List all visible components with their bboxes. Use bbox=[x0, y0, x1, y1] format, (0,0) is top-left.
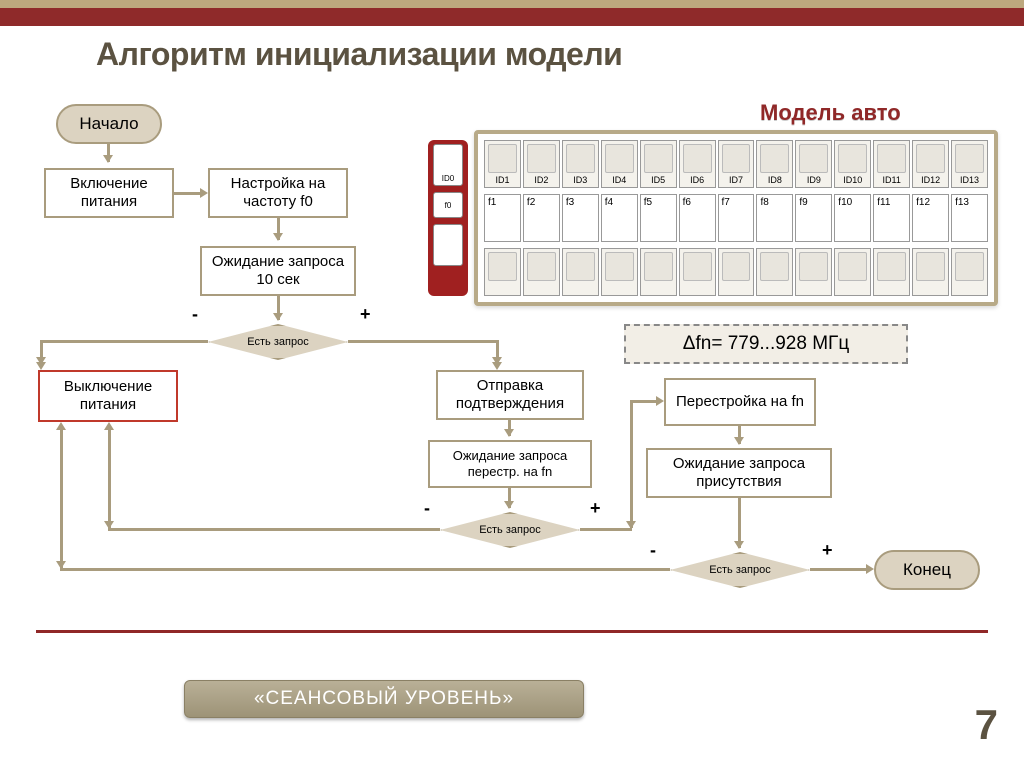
node-wait10: Ожидание запроса 10 сек bbox=[200, 246, 356, 296]
connector bbox=[580, 528, 632, 531]
remote-panel: ID0 f0 bbox=[428, 140, 468, 296]
slot-freq: f2 bbox=[523, 194, 560, 242]
connector bbox=[496, 340, 499, 364]
node-wait-fn: Ожидание запроса перестр. на fn bbox=[428, 440, 592, 488]
slot-remote bbox=[951, 248, 988, 296]
slot-freq: f8 bbox=[756, 194, 793, 242]
diagram-canvas: Начало Включение питания Настройка на ча… bbox=[0, 0, 1024, 767]
model-row-fs: f1f2f3f4f5f6f7f8f9f10f11f12f13 bbox=[484, 194, 988, 242]
arrow-head-icon bbox=[36, 362, 46, 370]
slot-freq: f10 bbox=[834, 194, 871, 242]
slot-id: ID5 bbox=[640, 140, 677, 188]
connector bbox=[630, 400, 658, 403]
arrow bbox=[508, 488, 511, 508]
slot-freq: f6 bbox=[679, 194, 716, 242]
slot-id: ID9 bbox=[795, 140, 832, 188]
arrow bbox=[508, 420, 511, 436]
footer-tag: «СЕАНСОВЫЙ УРОВЕНЬ» bbox=[184, 680, 584, 718]
slot-freq: f5 bbox=[640, 194, 677, 242]
slot-remote bbox=[912, 248, 949, 296]
slot-remote bbox=[718, 248, 755, 296]
slot-id: ID4 bbox=[601, 140, 638, 188]
slot-remote bbox=[834, 248, 871, 296]
connector bbox=[174, 192, 202, 195]
slot-remote bbox=[873, 248, 910, 296]
connector bbox=[108, 428, 111, 528]
arrow-head-icon bbox=[56, 422, 66, 430]
slot-freq: f11 bbox=[873, 194, 910, 242]
slot-freq: f12 bbox=[912, 194, 949, 242]
connector bbox=[60, 568, 670, 571]
model-frame: ID1ID2ID3ID4ID5ID6ID7ID8ID9ID10ID11ID12I… bbox=[474, 130, 998, 306]
node-tune-fn: Перестройка на fn bbox=[664, 378, 816, 426]
connector bbox=[40, 340, 43, 364]
slot-freq: f7 bbox=[718, 194, 755, 242]
slot-remote bbox=[601, 248, 638, 296]
arrow-head-icon bbox=[656, 396, 664, 406]
slot-id: ID12 bbox=[912, 140, 949, 188]
panel-f0: f0 bbox=[433, 192, 463, 218]
branch-minus: - bbox=[424, 498, 430, 519]
arrow bbox=[738, 498, 741, 548]
branch-plus: + bbox=[822, 540, 833, 561]
node-power-off: Выключение питания bbox=[38, 370, 178, 422]
panel-remote-icon bbox=[433, 224, 463, 266]
arrow-head-icon bbox=[104, 422, 114, 430]
slot-freq: f3 bbox=[562, 194, 599, 242]
slot-freq: f13 bbox=[951, 194, 988, 242]
slot-id: ID13 bbox=[951, 140, 988, 188]
node-end: Конец bbox=[874, 550, 980, 590]
page-number: 7 bbox=[975, 701, 998, 749]
slot-remote bbox=[562, 248, 599, 296]
slot-remote bbox=[640, 248, 677, 296]
panel-id0: ID0 bbox=[433, 144, 463, 186]
connector bbox=[40, 340, 208, 343]
node-start: Начало bbox=[56, 104, 162, 144]
node-power-on: Включение питания bbox=[44, 168, 174, 218]
connector bbox=[810, 568, 868, 571]
slot-id: ID1 bbox=[484, 140, 521, 188]
connector bbox=[108, 528, 440, 531]
slot-id: ID7 bbox=[718, 140, 755, 188]
slot-id: ID11 bbox=[873, 140, 910, 188]
connector bbox=[348, 340, 498, 343]
branch-minus: - bbox=[650, 540, 656, 561]
slot-freq: f9 bbox=[795, 194, 832, 242]
slot-remote bbox=[523, 248, 560, 296]
decision-2: Есть запрос bbox=[440, 512, 580, 548]
branch-plus: + bbox=[360, 304, 371, 325]
connector bbox=[60, 428, 63, 568]
decision-1: Есть запрос bbox=[208, 324, 348, 360]
arrow-head-icon bbox=[492, 362, 502, 370]
slot-remote bbox=[484, 248, 521, 296]
model-row-ids: ID1ID2ID3ID4ID5ID6ID7ID8ID9ID10ID11ID12I… bbox=[484, 140, 988, 188]
slot-freq: f4 bbox=[601, 194, 638, 242]
branch-minus: - bbox=[192, 304, 198, 325]
arrow bbox=[107, 144, 110, 162]
model-row-remotes bbox=[484, 248, 988, 296]
connector bbox=[630, 400, 633, 528]
slot-remote bbox=[756, 248, 793, 296]
slot-remote bbox=[795, 248, 832, 296]
footer-divider bbox=[36, 630, 988, 633]
node-send-ack: Отправка подтверждения bbox=[436, 370, 584, 420]
arrow-head-icon bbox=[200, 188, 208, 198]
slot-id: ID2 bbox=[523, 140, 560, 188]
arrow bbox=[277, 218, 280, 240]
node-tune-f0: Настройка на частоту f0 bbox=[208, 168, 348, 218]
slot-id: ID6 bbox=[679, 140, 716, 188]
slot-id: ID3 bbox=[562, 140, 599, 188]
slot-remote bbox=[679, 248, 716, 296]
slot-freq: f1 bbox=[484, 194, 521, 242]
arrow-head-icon bbox=[866, 564, 874, 574]
slot-id: ID10 bbox=[834, 140, 871, 188]
slot-id: ID8 bbox=[756, 140, 793, 188]
branch-plus: + bbox=[590, 498, 601, 519]
arrow bbox=[277, 296, 280, 320]
freq-range: Δfn= 779...928 МГц bbox=[624, 324, 908, 364]
decision-3: Есть запрос bbox=[670, 552, 810, 588]
node-wait-presence: Ожидание запроса присутствия bbox=[646, 448, 832, 498]
arrow bbox=[738, 426, 741, 444]
